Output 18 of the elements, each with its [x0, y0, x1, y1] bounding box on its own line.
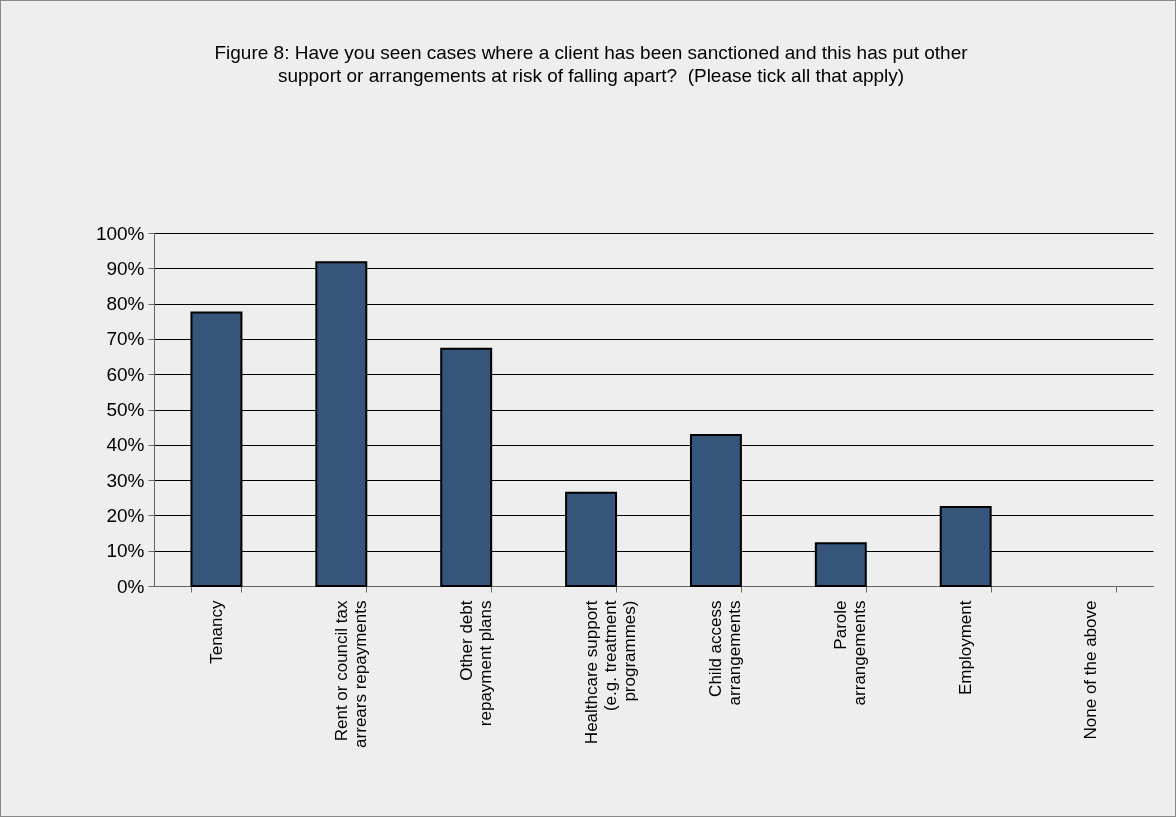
- x-tick-label: Parole arrangements: [831, 600, 870, 706]
- y-tick-label: 90%: [106, 257, 145, 279]
- x-tick-label: Employment: [956, 600, 976, 695]
- x-tick-label: Healthcare support (e.g. treatment programmes): [581, 600, 639, 745]
- y-tick-label: 80%: [106, 293, 145, 315]
- y-tick-label: 50%: [106, 399, 145, 420]
- x-tick-label: None of the above: [1081, 600, 1101, 740]
- y-tick-label: 10%: [106, 540, 145, 562]
- y-tick-label: 100%: [95, 222, 145, 244]
- y-tick-label: 0%: [117, 575, 145, 597]
- y-tick-label: 60%: [106, 363, 145, 385]
- x-tick-label: Rent or council tax arrears repayments: [331, 600, 370, 748]
- chart-title: Figure 8: Have you seen cases where a client has been sanctioned and this has put other support or arrangements at risk of falling apart? (Please tick all that apply): [213, 41, 969, 87]
- y-tick-label: 30%: [106, 469, 145, 491]
- y-tick-label: 70%: [106, 328, 145, 350]
- y-tick-label: 20%: [106, 504, 145, 526]
- x-tick-label: Tenancy: [206, 600, 226, 664]
- y-tick-label: 40%: [106, 434, 145, 456]
